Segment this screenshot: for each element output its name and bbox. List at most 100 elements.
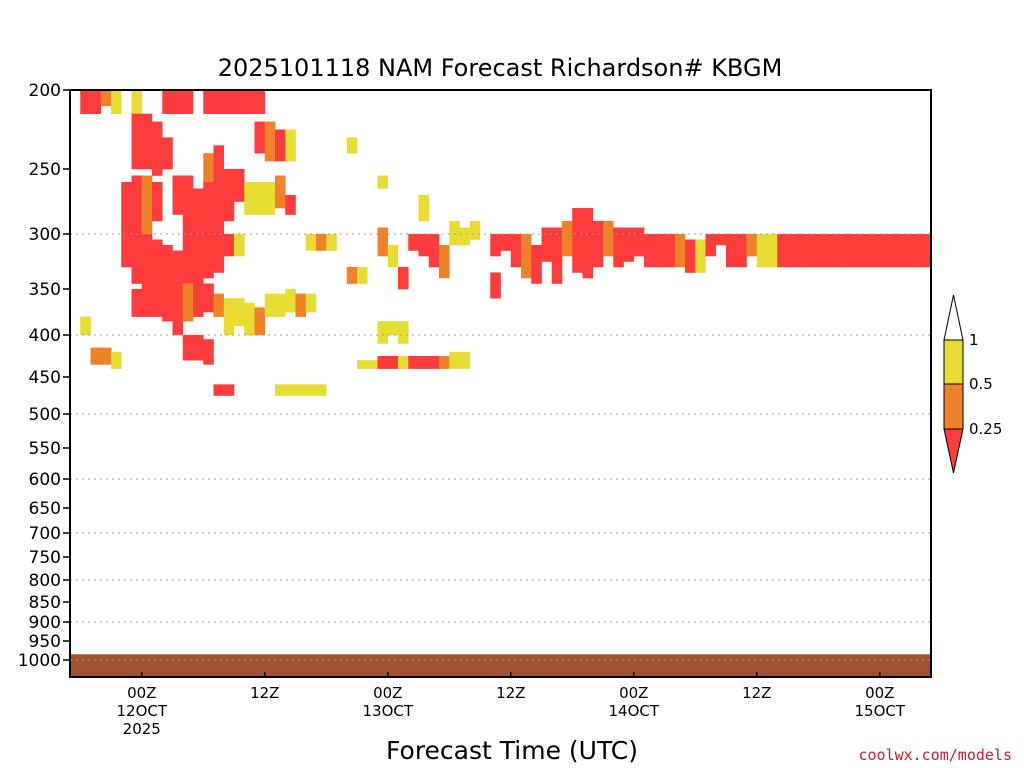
- heatmap-cell: [633, 227, 645, 257]
- heatmap-cell: [756, 234, 768, 268]
- heatmap-cell: [459, 351, 471, 369]
- heatmap-cell: [305, 293, 317, 313]
- heatmap-cell: [80, 90, 91, 114]
- heatmap-cell: [869, 234, 881, 268]
- credit-text: coolwx.com/models: [858, 746, 1012, 764]
- heatmap-cell: [223, 298, 235, 336]
- heatmap-cell: [203, 182, 214, 235]
- heatmap-cell: [285, 289, 296, 313]
- heatmap-cell: [213, 384, 225, 396]
- heatmap-cell: [398, 321, 409, 344]
- heatmap-cell: [305, 384, 317, 396]
- heatmap-cell: [100, 90, 112, 107]
- heatmap-cell: [377, 321, 389, 344]
- x-tick-label: 14OCT: [608, 702, 659, 720]
- heatmap-cell: [777, 234, 788, 268]
- y-tick-label: 400: [29, 326, 61, 346]
- plot-background: [70, 90, 931, 677]
- heatmap-cell: [141, 113, 153, 170]
- heatmap-cell: [326, 234, 337, 251]
- heatmap-cell: [172, 90, 184, 114]
- heatmap-cell: [674, 234, 686, 268]
- heatmap-cell: [695, 239, 706, 273]
- y-tick-label: 300: [29, 225, 61, 245]
- heatmap-cell: [469, 221, 481, 240]
- heatmap-cell: [623, 227, 635, 262]
- heatmap-cell: [234, 90, 245, 114]
- heatmap-cell: [387, 245, 399, 268]
- heatmap-cell: [254, 307, 266, 336]
- heatmap-cell: [172, 250, 184, 299]
- heatmap-cell: [285, 195, 296, 215]
- color-legend: 1 0.5 0.25: [943, 294, 1002, 474]
- heatmap-cell: [172, 298, 184, 336]
- heatmap-cell: [244, 90, 255, 114]
- y-tick-label: 600: [29, 470, 61, 490]
- legend-threshold-label: 1: [969, 331, 979, 349]
- heatmap-cell: [213, 145, 225, 183]
- heatmap-cell: [808, 234, 819, 268]
- heatmap-cell: [398, 356, 409, 369]
- x-tick-label: 13OCT: [362, 702, 413, 720]
- heatmap-cell: [131, 234, 143, 284]
- y-tick-label: 450: [29, 368, 61, 388]
- heatmap-cell: [582, 208, 594, 279]
- heatmap-cell: [182, 90, 194, 114]
- heatmap-cell: [264, 121, 276, 162]
- heatmap-cell: [428, 356, 440, 369]
- heatmap-cell: [141, 289, 153, 317]
- heatmap-cell: [162, 245, 173, 299]
- y-tick-label: 950: [29, 632, 61, 652]
- heatmap-cell: [182, 175, 194, 235]
- y-tick-label: 700: [29, 524, 61, 544]
- heatmap-cell: [562, 221, 573, 257]
- heatmap-cell: [100, 347, 112, 365]
- heatmap-cell: [223, 169, 235, 222]
- heatmap-cell: [182, 335, 194, 361]
- legend-bin-0.5-1: [943, 339, 964, 385]
- heatmap-cell: [449, 351, 460, 369]
- x-tick-label: 2025: [123, 720, 161, 738]
- y-tick-label: 1000: [18, 651, 61, 671]
- heatmap-cell: [131, 90, 143, 114]
- heatmap-cell: [203, 153, 214, 183]
- heatmap-cell: [408, 234, 419, 251]
- heatmap-cell: [377, 356, 389, 369]
- heatmap-cell: [316, 384, 327, 396]
- heatmap-cell: [941, 234, 952, 267]
- heatmap-cell: [203, 234, 214, 279]
- heatmap-cell: [162, 293, 173, 322]
- heatmap-cell: [152, 121, 163, 176]
- heatmap-cell: [408, 356, 419, 369]
- heatmap-cell: [449, 221, 460, 246]
- heatmap-cell: [213, 90, 225, 114]
- heatmap-cell: [121, 182, 132, 235]
- heatmap-cell: [398, 267, 409, 290]
- plot-frame: [69, 89, 932, 678]
- heatmap-cell: [972, 234, 983, 267]
- heatmap-cell: [223, 90, 235, 114]
- heatmap-cell: [152, 239, 163, 290]
- heatmap-cell: [746, 234, 758, 257]
- heatmap-cell: [285, 384, 296, 396]
- heatmap-cell: [387, 356, 399, 369]
- heatmap-cell: [162, 90, 173, 114]
- heatmap-cell: [254, 182, 266, 215]
- ground-layer: [70, 654, 931, 677]
- heatmap-cell: [305, 234, 317, 251]
- heatmap-cell: [203, 90, 214, 114]
- heatmap-cell: [90, 347, 102, 365]
- heatmap-cell: [818, 234, 829, 268]
- heatmap-cell: [890, 234, 901, 268]
- heatmap-cell: [295, 293, 307, 317]
- heatmap-cell: [346, 137, 358, 154]
- y-tick-label: 750: [29, 548, 61, 568]
- heatmap-cell: [141, 234, 153, 290]
- heatmap-cell: [244, 302, 255, 336]
- heatmap-cell: [316, 234, 327, 251]
- heatmap-cell: [213, 293, 225, 317]
- x-tick-label: 12Z: [496, 684, 525, 702]
- heatmap-cell: [367, 360, 378, 369]
- heatmap-cell: [592, 221, 604, 268]
